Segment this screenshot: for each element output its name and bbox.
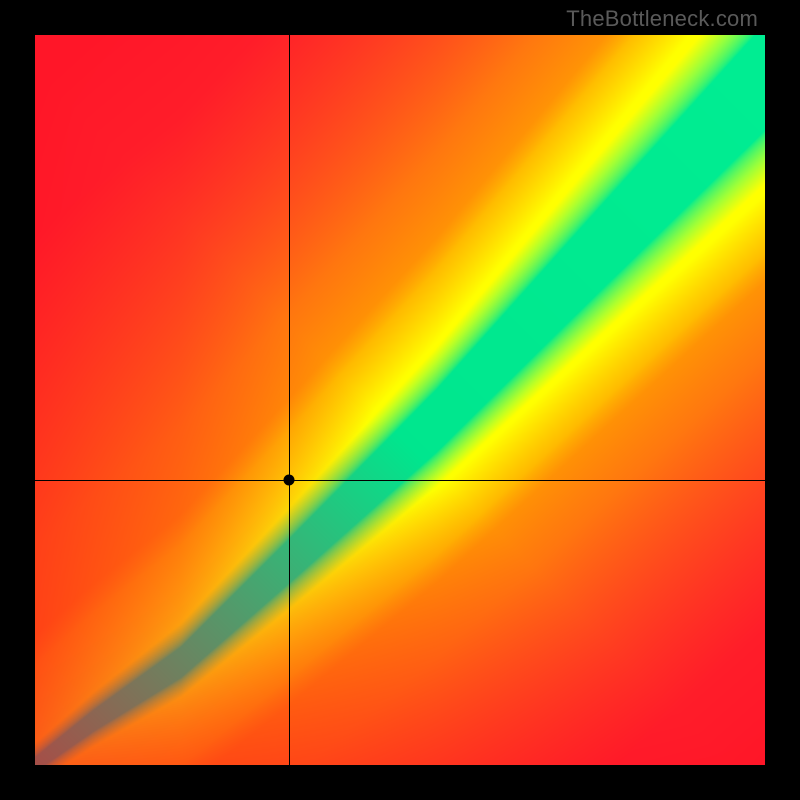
crosshair-marker bbox=[284, 475, 295, 486]
watermark-text: TheBottleneck.com bbox=[566, 6, 758, 32]
crosshair-horizontal bbox=[35, 480, 765, 481]
crosshair-vertical bbox=[289, 35, 290, 765]
heatmap-canvas bbox=[35, 35, 765, 765]
heatmap-plot bbox=[35, 35, 765, 765]
